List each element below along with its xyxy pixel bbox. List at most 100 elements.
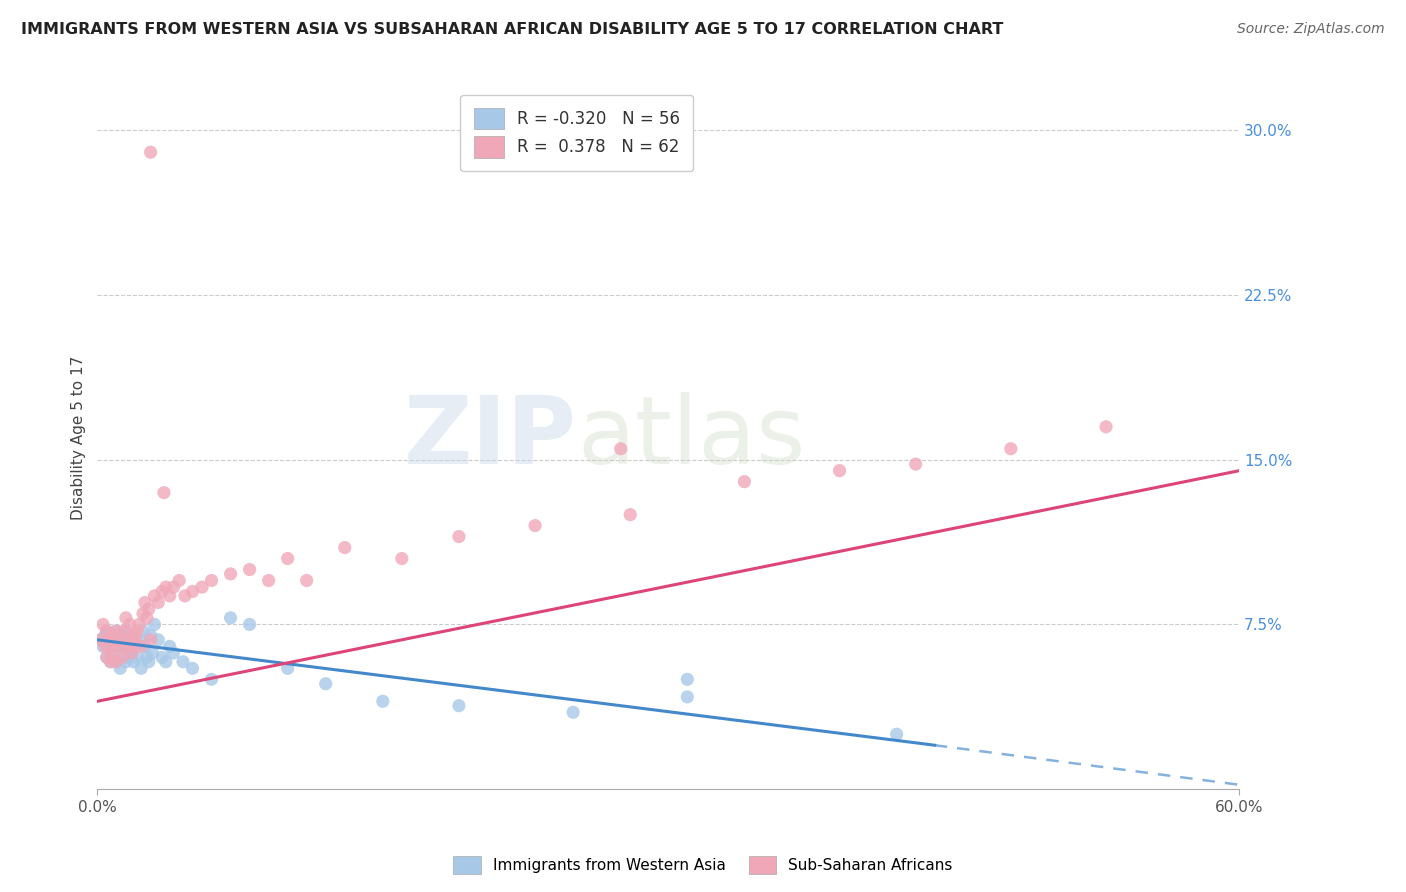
Point (159, 589, 181, 603)
Point (391, 551, 413, 566)
Point (257, 574, 280, 588)
Point (97, 632, 120, 647)
Point (117, 632, 139, 647)
Point (139, 628, 162, 642)
Text: atlas: atlas (576, 392, 806, 483)
Point (96, 624, 118, 638)
Point (128, 632, 150, 647)
Y-axis label: Disability Age 5 to 17: Disability Age 5 to 17 (72, 356, 86, 520)
Point (100, 655, 122, 669)
Point (108, 632, 131, 647)
Point (132, 624, 155, 638)
Point (200, 673, 222, 687)
Point (172, 655, 194, 669)
Point (111, 632, 134, 647)
Point (101, 628, 124, 642)
Point (315, 677, 337, 691)
Point (107, 640, 129, 654)
Point (105, 624, 128, 638)
Point (148, 632, 170, 647)
Point (174, 589, 197, 603)
Point (115, 640, 138, 654)
Point (94, 640, 117, 654)
Point (90, 632, 112, 647)
Point (91, 617, 114, 632)
Point (135, 650, 157, 665)
Legend: R = -0.320   N = 56, R =  0.378   N = 62: R = -0.320 N = 56, R = 0.378 N = 62 (460, 95, 693, 171)
Point (153, 485, 176, 500)
Point (371, 694, 394, 708)
Point (141, 646, 163, 660)
Point (124, 632, 146, 647)
Point (134, 640, 156, 654)
Point (118, 628, 141, 642)
Point (609, 442, 631, 456)
Point (162, 580, 184, 594)
Point (127, 650, 149, 665)
Point (117, 640, 139, 654)
Point (828, 464, 851, 478)
Point (121, 640, 143, 654)
Point (127, 624, 149, 638)
Text: IMMIGRANTS FROM WESTERN ASIA VS SUBSAHARAN AFRICAN DISABILITY AGE 5 TO 17 CORREL: IMMIGRANTS FROM WESTERN ASIA VS SUBSAHAR… (21, 22, 1004, 37)
Point (143, 589, 166, 603)
Point (121, 632, 143, 647)
Point (138, 602, 160, 616)
Point (101, 646, 124, 660)
Point (277, 661, 299, 675)
Point (111, 650, 134, 665)
Point (447, 698, 470, 713)
Point (733, 475, 755, 489)
Text: ZIP: ZIP (404, 392, 576, 483)
Point (101, 646, 124, 660)
Point (103, 632, 125, 647)
Point (107, 640, 129, 654)
Point (277, 551, 299, 566)
Point (239, 562, 262, 576)
Point (129, 640, 152, 654)
Point (562, 706, 585, 720)
Point (111, 650, 134, 665)
Point (128, 617, 150, 632)
Point (96, 650, 118, 665)
Point (105, 624, 128, 638)
Point (159, 640, 181, 654)
Legend: Immigrants from Western Asia, Sub-Saharan Africans: Immigrants from Western Asia, Sub-Sahara… (447, 850, 959, 880)
Point (219, 611, 242, 625)
Point (191, 580, 214, 594)
Point (676, 673, 699, 687)
Point (1000, 442, 1022, 456)
Point (524, 518, 547, 533)
Point (239, 617, 262, 632)
Point (91, 640, 114, 654)
Point (155, 580, 177, 594)
Point (121, 646, 143, 660)
Point (333, 541, 356, 555)
Point (105, 655, 128, 669)
Point (129, 661, 152, 675)
Point (122, 655, 145, 669)
Point (112, 624, 135, 638)
Point (115, 624, 138, 638)
Point (219, 566, 242, 581)
Point (100, 640, 122, 654)
Point (886, 727, 908, 741)
Point (103, 632, 125, 647)
Point (108, 661, 131, 675)
Point (181, 584, 204, 599)
Point (97, 632, 120, 647)
Point (105, 655, 128, 669)
Point (143, 617, 166, 632)
Text: Source: ZipAtlas.com: Source: ZipAtlas.com (1237, 22, 1385, 37)
Point (138, 655, 160, 669)
Point (447, 530, 470, 544)
Point (135, 611, 157, 625)
Point (108, 628, 131, 642)
Point (118, 617, 141, 632)
Point (100, 640, 122, 654)
Point (124, 640, 146, 654)
Point (101, 628, 124, 642)
Point (676, 690, 699, 704)
Point (148, 595, 170, 609)
Point (619, 508, 641, 522)
